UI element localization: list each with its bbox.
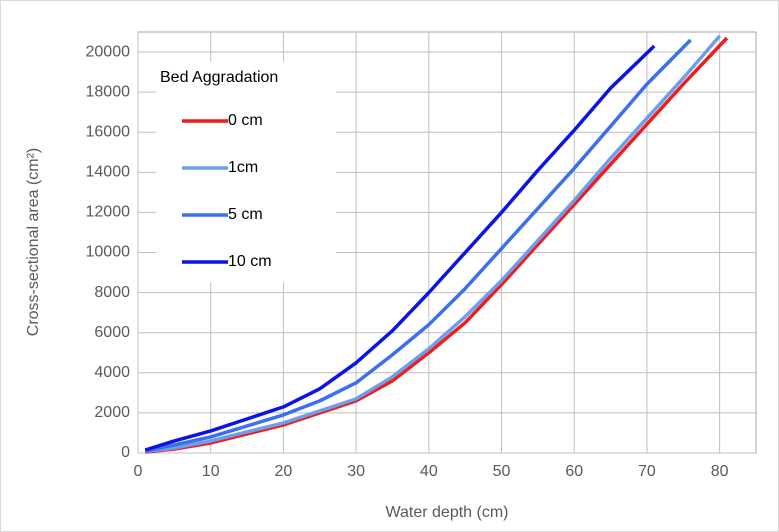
legend-label: 5 cm: [228, 206, 263, 223]
legend-label: 1cm: [228, 159, 258, 176]
x-tick-label: 20: [275, 463, 293, 480]
line-series: [145, 36, 729, 454]
y-tick-label: 14000: [86, 164, 131, 181]
line-series: [144, 44, 656, 452]
x-axis-label: Water depth (cm): [386, 504, 509, 521]
y-tick-label: 8000: [94, 284, 130, 301]
y-tick-label: 12000: [86, 204, 131, 221]
line-series: [144, 38, 692, 453]
y-tick-label: 10000: [86, 244, 131, 261]
x-tick-label: 80: [711, 463, 729, 480]
x-tick-label: 0: [134, 463, 143, 480]
x-tick-label: 50: [493, 463, 511, 480]
x-tick-label: 10: [202, 463, 220, 480]
y-tick-label: 18000: [86, 83, 131, 100]
legend-title: Bed Aggradation: [160, 69, 278, 86]
y-tick-label: 2000: [94, 404, 130, 421]
y-tick-label: 6000: [94, 324, 130, 341]
y-tick-label: 4000: [94, 364, 130, 381]
x-tick-label: 60: [565, 463, 583, 480]
x-tick-label: 30: [347, 463, 365, 480]
legend-label: 0 cm: [228, 112, 263, 129]
y-tick-label: 0: [121, 444, 130, 461]
y-tick-label: 20000: [86, 43, 131, 60]
y-axis-label: Cross-sectional area (cm²): [25, 148, 42, 336]
plot: 0 2000 4000 6000 8000 10000 12000 14000 16000 180…: [86, 32, 756, 480]
legend-box: [156, 62, 336, 282]
x-tick-label: 40: [420, 463, 438, 480]
legend-label: 10 cm: [228, 253, 272, 270]
x-tick-label: 70: [638, 463, 656, 480]
line-series: [145, 34, 721, 454]
y-tick-label: 16000: [86, 123, 131, 140]
